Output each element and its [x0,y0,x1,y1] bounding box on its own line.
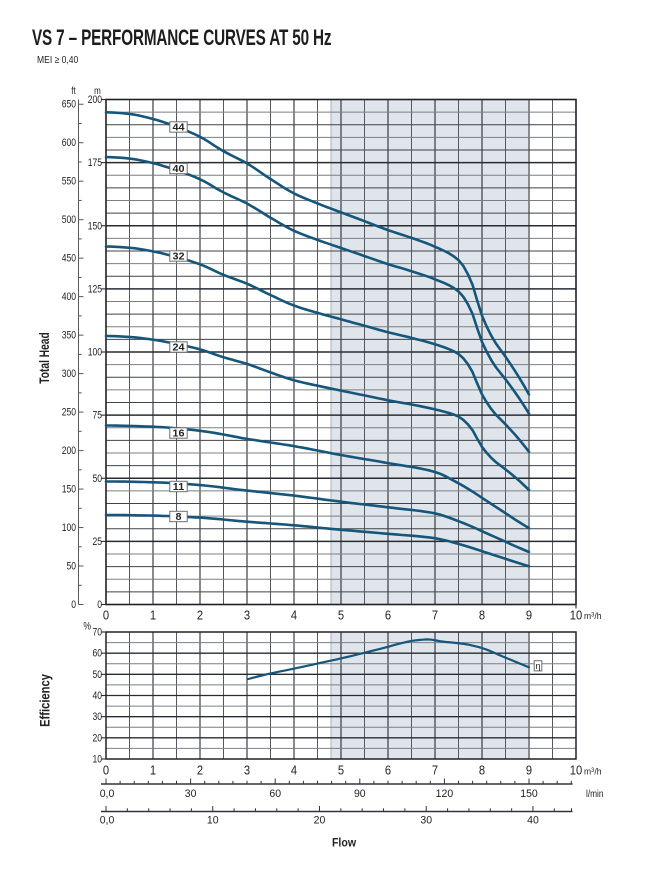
svg-text:40: 40 [173,164,185,175]
svg-text:50: 50 [66,561,76,573]
svg-text:40: 40 [527,814,539,826]
svg-text:9: 9 [526,608,532,623]
svg-text:2: 2 [197,763,203,778]
svg-text:0: 0 [97,599,102,611]
svg-text:70: 70 [92,627,102,639]
svg-text:200: 200 [62,445,77,457]
svg-text:7: 7 [432,763,438,778]
svg-text:4: 4 [291,608,297,623]
svg-text:8: 8 [479,763,485,778]
svg-text:175: 175 [88,157,103,169]
svg-text:l/min: l/min [586,788,603,799]
svg-text:6: 6 [385,608,391,623]
svg-text:11: 11 [173,482,185,493]
svg-text:125: 125 [88,283,103,295]
svg-text:4: 4 [291,763,297,778]
svg-text:500: 500 [62,214,77,226]
svg-text:600: 600 [62,137,77,149]
svg-text:ft: ft [71,85,76,96]
svg-text:0: 0 [103,763,109,778]
svg-text:300: 300 [62,368,77,380]
svg-text:20: 20 [314,814,326,826]
svg-text:44: 44 [173,123,185,134]
svg-text:16: 16 [173,429,185,440]
svg-text:0: 0 [103,608,109,623]
svg-text:100: 100 [62,522,77,534]
svg-text:5: 5 [338,608,344,623]
svg-text:0: 0 [71,599,76,611]
svg-text:9: 9 [526,763,532,778]
svg-text:η: η [535,661,540,671]
svg-text:Total Head: Total Head [36,332,52,383]
svg-text:10: 10 [570,763,583,778]
svg-text:6: 6 [385,763,391,778]
svg-text:60: 60 [92,648,102,660]
svg-text:150: 150 [88,220,103,232]
svg-text:0,0: 0,0 [100,814,115,826]
svg-text:10: 10 [92,754,102,766]
svg-text:10: 10 [207,814,219,826]
svg-text:150: 150 [520,788,538,800]
svg-text:%: % [83,620,91,632]
svg-text:50: 50 [92,473,102,485]
svg-text:0,0: 0,0 [100,788,115,800]
svg-text:1: 1 [150,763,156,778]
svg-text:30: 30 [92,711,102,723]
svg-text:350: 350 [62,330,77,342]
svg-text:250: 250 [62,407,77,419]
svg-text:60: 60 [269,788,281,800]
svg-text:8: 8 [479,608,485,623]
svg-text:32: 32 [173,252,185,263]
svg-text:3: 3 [244,763,250,778]
svg-text:25: 25 [92,536,102,548]
svg-text:10: 10 [570,608,583,623]
svg-text:20: 20 [92,732,102,744]
svg-text:120: 120 [436,788,454,800]
svg-text:m3/h: m3/h [584,766,601,777]
svg-text:1: 1 [150,608,156,623]
svg-text:m: m [94,85,101,96]
svg-text:450: 450 [62,253,77,265]
svg-text:200: 200 [88,94,103,106]
svg-text:8: 8 [176,512,182,523]
svg-text:Efficiency: Efficiency [37,674,52,727]
svg-text:650: 650 [62,99,77,111]
svg-text:5: 5 [338,763,344,778]
svg-text:40: 40 [92,690,102,702]
svg-text:2: 2 [197,608,203,623]
svg-text:100: 100 [88,347,103,359]
svg-text:7: 7 [432,608,438,623]
svg-text:30: 30 [185,788,197,800]
svg-text:24: 24 [173,343,185,354]
svg-text:150: 150 [62,484,77,496]
svg-text:550: 550 [62,176,77,188]
svg-text:50: 50 [92,669,102,681]
svg-text:m3/h: m3/h [584,611,601,622]
svg-text:75: 75 [92,410,102,422]
svg-text:90: 90 [354,788,366,800]
svg-text:Flow: Flow [332,837,356,850]
svg-text:3: 3 [244,608,250,623]
svg-text:400: 400 [62,291,77,303]
svg-text:30: 30 [420,814,432,826]
